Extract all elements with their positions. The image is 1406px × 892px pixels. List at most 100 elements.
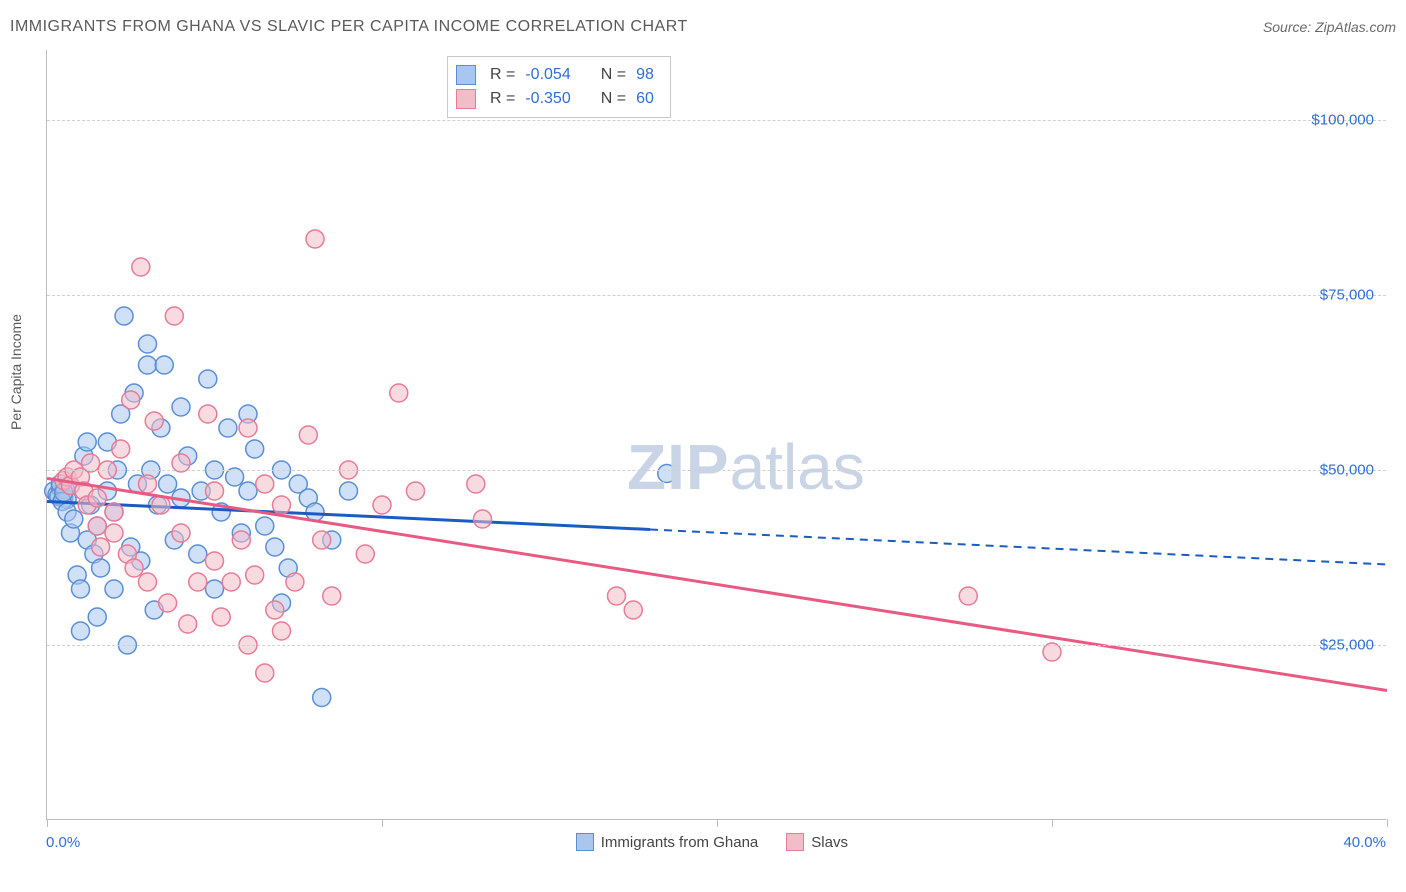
stats-row: R = -0.054 N = 98: [456, 63, 654, 87]
y-tick-label: $50,000: [1320, 462, 1374, 479]
chart-header: IMMIGRANTS FROM GHANA VS SLAVIC PER CAPI…: [10, 18, 1396, 36]
legend-item-ghana: Immigrants from Ghana: [576, 833, 759, 851]
gridline: [47, 645, 1386, 646]
scatter-point-slavs: [356, 545, 374, 563]
scatter-point-slavs: [313, 531, 331, 549]
scatter-point-slavs: [467, 475, 485, 493]
legend-item-slavs: Slavs: [786, 833, 848, 851]
scatter-point-slavs: [212, 608, 230, 626]
x-axis-start-label: 0.0%: [46, 834, 80, 851]
scatter-point-slavs: [273, 496, 291, 514]
n-label: N =: [601, 63, 626, 87]
gridline: [47, 120, 1386, 121]
regression-line-dash-ghana: [650, 530, 1387, 565]
scatter-point-slavs: [92, 538, 110, 556]
plot-area: ZIPatlas R = -0.054 N = 98 R = -0.350 N …: [46, 50, 1386, 820]
scatter-point-slavs: [373, 496, 391, 514]
x-tick: [47, 819, 48, 827]
correlation-stats-box: R = -0.054 N = 98 R = -0.350 N = 60: [447, 56, 671, 118]
scatter-point-slavs: [145, 412, 163, 430]
scatter-point-ghana: [246, 440, 264, 458]
scatter-point-ghana: [78, 433, 96, 451]
legend-swatch-icon: [576, 833, 594, 851]
scatter-point-ghana: [92, 559, 110, 577]
scatter-point-ghana: [340, 482, 358, 500]
scatter-point-slavs: [474, 510, 492, 528]
scatter-point-slavs: [286, 573, 304, 591]
scatter-point-ghana: [306, 503, 324, 521]
scatter-point-slavs: [323, 587, 341, 605]
scatter-point-slavs: [172, 524, 190, 542]
n-label: N =: [601, 87, 626, 111]
scatter-point-slavs: [239, 419, 257, 437]
stats-swatch-icon: [456, 89, 476, 109]
scatter-point-ghana: [115, 307, 133, 325]
x-tick: [717, 819, 718, 827]
scatter-point-ghana: [199, 370, 217, 388]
scatter-point-slavs: [112, 440, 130, 458]
gridline: [47, 470, 1386, 471]
scatter-point-slavs: [232, 531, 250, 549]
stats-swatch-icon: [456, 65, 476, 85]
y-tick-label: $75,000: [1320, 287, 1374, 304]
scatter-point-slavs: [256, 475, 274, 493]
scatter-point-ghana: [88, 608, 106, 626]
scatter-point-slavs: [125, 559, 143, 577]
r-label: R =: [490, 63, 515, 87]
x-axis-row: 0.0% Immigrants from Ghana Slavs 40.0%: [46, 830, 1386, 854]
n-value: 98: [636, 63, 654, 87]
scatter-point-slavs: [88, 517, 106, 535]
x-tick: [1387, 819, 1388, 827]
y-axis-label: Per Capita Income: [8, 314, 24, 430]
scatter-point-ghana: [239, 482, 257, 500]
series-legend: Immigrants from Ghana Slavs: [576, 833, 848, 851]
legend-label: Immigrants from Ghana: [601, 834, 759, 851]
x-axis-end-label: 40.0%: [1343, 834, 1386, 851]
scatter-point-slavs: [122, 391, 140, 409]
scatter-point-slavs: [306, 230, 324, 248]
scatter-point-ghana: [266, 538, 284, 556]
scatter-point-ghana: [159, 475, 177, 493]
scatter-point-slavs: [266, 601, 284, 619]
scatter-point-ghana: [155, 356, 173, 374]
x-tick: [1052, 819, 1053, 827]
chart-source: Source: ZipAtlas.com: [1263, 19, 1396, 35]
scatter-point-slavs: [165, 307, 183, 325]
scatter-point-ghana: [189, 545, 207, 563]
n-value: 60: [636, 87, 654, 111]
scatter-point-slavs: [159, 594, 177, 612]
scatter-point-ghana: [206, 580, 224, 598]
scatter-point-slavs: [273, 622, 291, 640]
scatter-point-slavs: [179, 615, 197, 633]
regression-line-slavs: [47, 478, 1387, 690]
legend-label: Slavs: [811, 834, 848, 851]
legend-swatch-icon: [786, 833, 804, 851]
scatter-point-ghana: [72, 580, 90, 598]
scatter-point-slavs: [132, 258, 150, 276]
scatter-point-slavs: [407, 482, 425, 500]
scatter-point-slavs: [139, 475, 157, 493]
scatter-point-ghana: [172, 398, 190, 416]
gridline: [47, 295, 1386, 296]
scatter-point-slavs: [105, 503, 123, 521]
scatter-point-ghana: [219, 419, 237, 437]
scatter-point-ghana: [105, 580, 123, 598]
scatter-point-slavs: [199, 405, 217, 423]
scatter-point-ghana: [313, 689, 331, 707]
y-tick-label: $100,000: [1311, 112, 1374, 129]
scatter-point-slavs: [105, 524, 123, 542]
scatter-point-slavs: [624, 601, 642, 619]
r-label: R =: [490, 87, 515, 111]
chart-title: IMMIGRANTS FROM GHANA VS SLAVIC PER CAPI…: [10, 18, 688, 36]
scatter-point-slavs: [256, 664, 274, 682]
scatter-point-slavs: [189, 573, 207, 591]
scatter-point-slavs: [299, 426, 317, 444]
scatter-point-ghana: [256, 517, 274, 535]
stats-row: R = -0.350 N = 60: [456, 87, 654, 111]
scatter-point-slavs: [206, 552, 224, 570]
scatter-point-ghana: [139, 356, 157, 374]
scatter-point-slavs: [390, 384, 408, 402]
x-tick: [382, 819, 383, 827]
scatter-point-slavs: [959, 587, 977, 605]
scatter-point-slavs: [139, 573, 157, 591]
